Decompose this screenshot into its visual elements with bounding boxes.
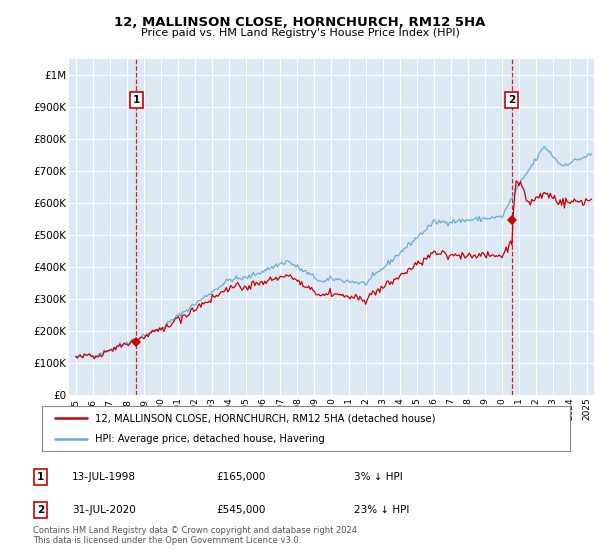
Text: 31-JUL-2020: 31-JUL-2020 xyxy=(72,505,136,515)
Text: 1: 1 xyxy=(133,95,140,105)
Text: 1: 1 xyxy=(37,472,44,482)
Text: 12, MALLINSON CLOSE, HORNCHURCH, RM12 5HA: 12, MALLINSON CLOSE, HORNCHURCH, RM12 5H… xyxy=(115,16,485,29)
Text: 13-JUL-1998: 13-JUL-1998 xyxy=(72,472,136,482)
Text: 3% ↓ HPI: 3% ↓ HPI xyxy=(354,472,403,482)
Text: 12, MALLINSON CLOSE, HORNCHURCH, RM12 5HA (detached house): 12, MALLINSON CLOSE, HORNCHURCH, RM12 5H… xyxy=(95,413,436,423)
Text: 23% ↓ HPI: 23% ↓ HPI xyxy=(354,505,409,515)
Text: Price paid vs. HM Land Registry's House Price Index (HPI): Price paid vs. HM Land Registry's House … xyxy=(140,28,460,38)
Text: Contains HM Land Registry data © Crown copyright and database right 2024.
This d: Contains HM Land Registry data © Crown c… xyxy=(33,526,359,545)
Text: £165,000: £165,000 xyxy=(216,472,265,482)
Text: £545,000: £545,000 xyxy=(216,505,265,515)
Text: 2: 2 xyxy=(37,505,44,515)
Text: 2: 2 xyxy=(508,95,515,105)
Text: HPI: Average price, detached house, Havering: HPI: Average price, detached house, Have… xyxy=(95,433,325,444)
